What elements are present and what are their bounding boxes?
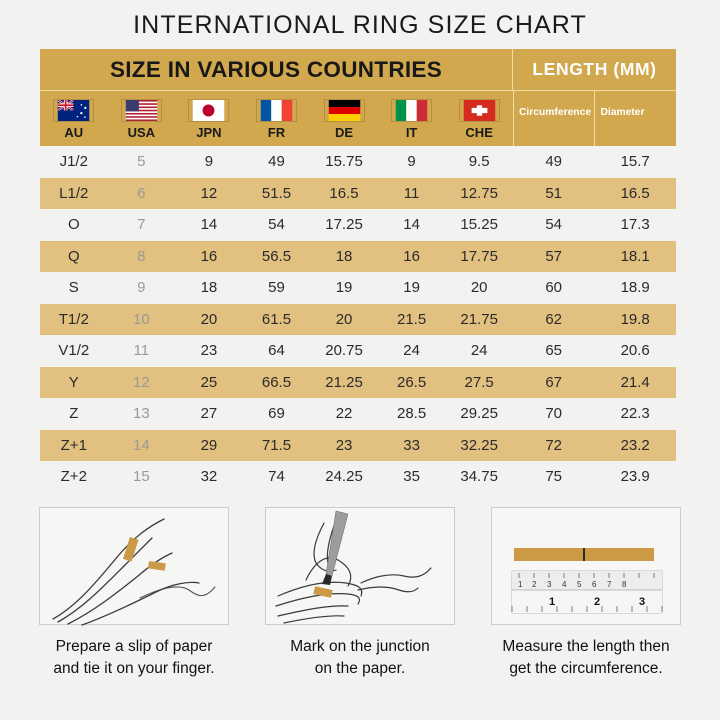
svg-text:1: 1	[518, 580, 523, 589]
svg-text:3: 3	[639, 596, 645, 608]
svg-text:4: 4	[562, 580, 567, 589]
svg-text:5: 5	[577, 580, 582, 589]
svg-text:6: 6	[592, 580, 597, 589]
svg-text:2: 2	[532, 580, 537, 589]
svg-text:7: 7	[607, 580, 612, 589]
svg-text:1: 1	[549, 596, 555, 608]
svg-text:2: 2	[594, 596, 600, 608]
svg-text:8: 8	[622, 580, 627, 589]
svg-text:3: 3	[547, 580, 552, 589]
